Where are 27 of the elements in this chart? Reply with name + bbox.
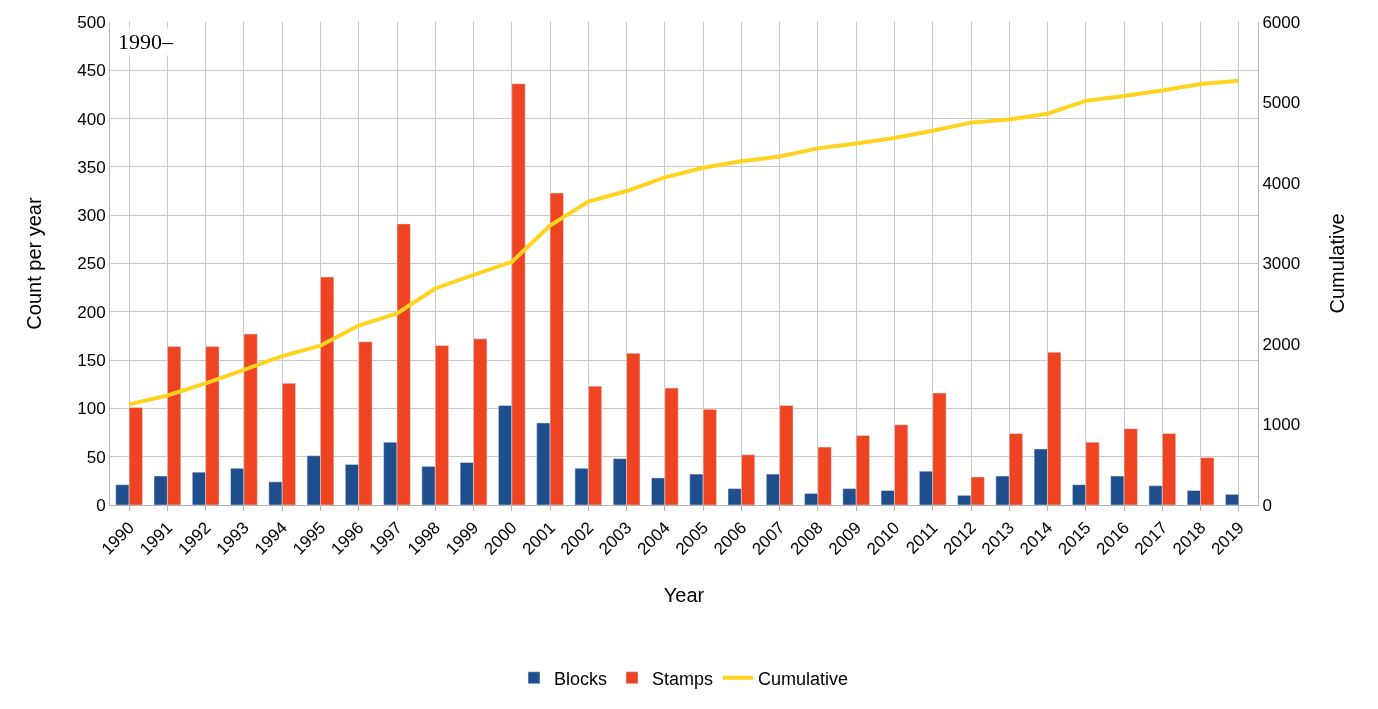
y2-tick-label: 5000 <box>1262 93 1301 113</box>
y-tick-label: 500 <box>77 12 106 32</box>
y-tick-label: 50 <box>86 447 106 467</box>
y-tick-label: 0 <box>96 495 106 515</box>
y-tick-label: 350 <box>77 157 106 177</box>
y-tick-label: 150 <box>77 351 106 371</box>
y2-tick-label: 0 <box>1262 495 1272 515</box>
y-tick-label: 100 <box>77 399 106 419</box>
legend-label: Stamps <box>652 668 714 689</box>
bar <box>1225 494 1240 505</box>
y2-tick-label: 3000 <box>1262 254 1301 274</box>
y2-tick-label: 2000 <box>1262 334 1301 354</box>
y-tick-label: 200 <box>77 302 106 322</box>
y-tick-label: 400 <box>77 109 106 129</box>
y-tick-label: 300 <box>77 206 106 226</box>
y2-axis-title: Cumulative <box>1325 213 1348 314</box>
chart-title: 1990– <box>118 29 174 54</box>
legend-label: Blocks <box>554 668 608 689</box>
x-axis-title: Year <box>663 583 705 606</box>
legend-label: Cumulative <box>758 668 849 689</box>
line-series <box>127 78 1241 407</box>
y-tick-label: 450 <box>77 61 106 81</box>
y-axis-title: Count per year <box>22 197 45 330</box>
y2-tick-label: 1000 <box>1262 415 1301 435</box>
y-tick-label: 250 <box>77 254 106 274</box>
y2-tick-label: 6000 <box>1262 12 1301 32</box>
y2-tick-label: 4000 <box>1262 173 1301 193</box>
